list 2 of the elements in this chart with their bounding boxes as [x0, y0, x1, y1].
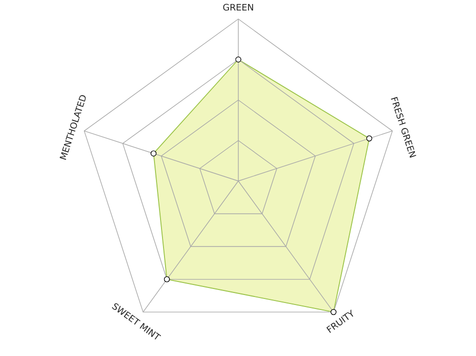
- spoke-label: GREEN: [223, 4, 254, 11]
- spoke-label: FRESH GREEN: [390, 96, 416, 158]
